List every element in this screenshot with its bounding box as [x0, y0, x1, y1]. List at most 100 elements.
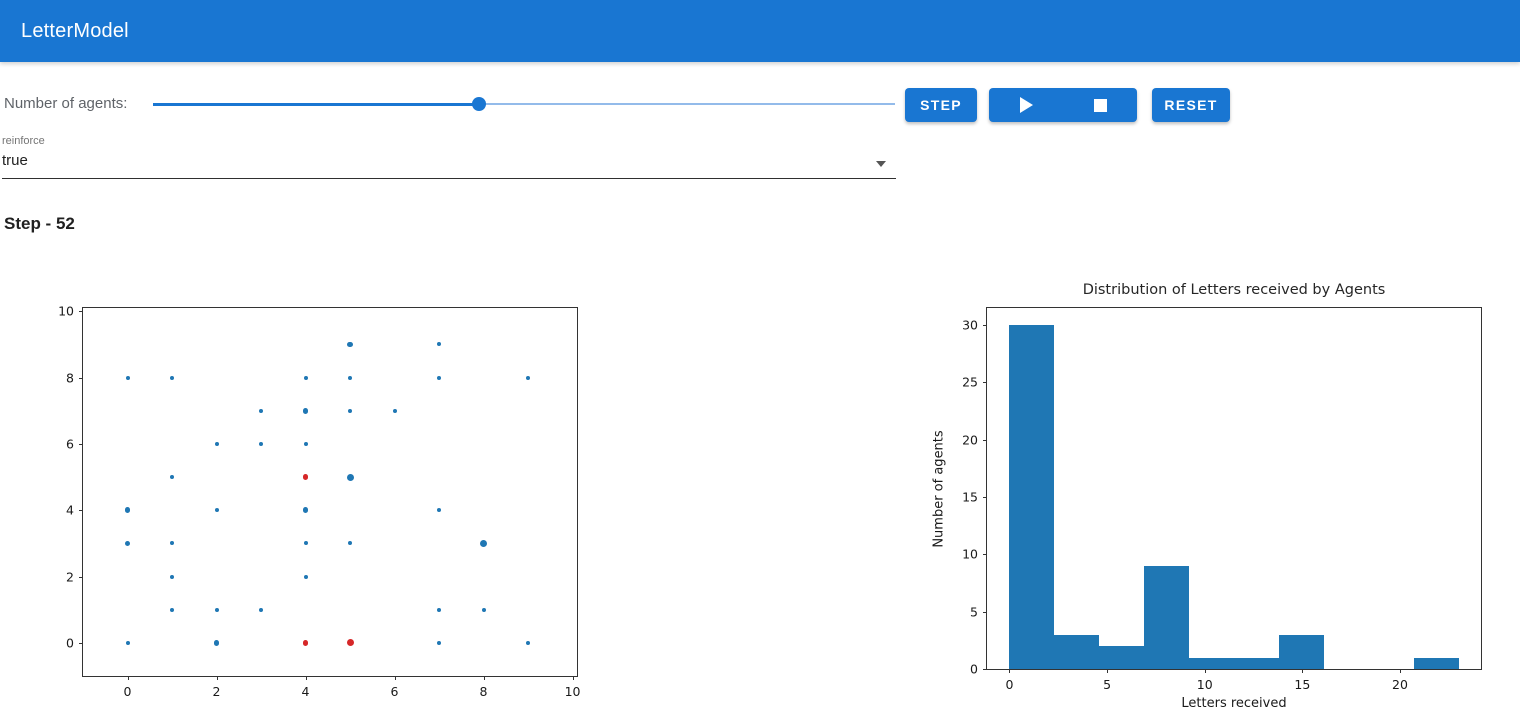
y-tick-mark	[79, 311, 83, 313]
scatter-point	[348, 408, 353, 413]
histogram-bar	[1413, 657, 1459, 669]
x-tick-mark	[1302, 669, 1304, 673]
x-tick-label: 15	[1294, 677, 1311, 692]
y-tick-mark	[983, 325, 987, 327]
scatter-point	[480, 539, 488, 547]
x-tick-mark	[1107, 669, 1109, 673]
scatter-point	[214, 607, 219, 612]
scatter-point	[348, 541, 353, 546]
histogram-title: Distribution of Letters received by Agen…	[1082, 282, 1386, 298]
scatter-point	[526, 640, 531, 645]
x-tick-label: 20	[1392, 677, 1408, 692]
agent-grid-scatter-chart: 0 2 4 6 8 10 0 2 4 6 8 10	[58, 304, 580, 699]
scatter-point	[437, 375, 442, 380]
scatter-point	[213, 640, 220, 646]
y-tick-label: 0	[66, 635, 74, 651]
play-stop-button-group	[989, 88, 1137, 122]
x-tick-label: 8	[479, 684, 488, 699]
x-tick-mark	[216, 676, 218, 680]
scatter-point	[170, 574, 174, 579]
x-tick-mark	[1204, 669, 1206, 673]
scatter-point	[346, 639, 354, 647]
x-tick-mark	[572, 676, 574, 680]
scatter-point	[214, 441, 219, 446]
y-tick-label: 8	[66, 370, 74, 386]
x-tick-label: 2	[212, 684, 221, 699]
x-tick-mark	[394, 676, 396, 680]
y-tick-label: 2	[66, 569, 74, 585]
scatter-point	[526, 375, 531, 380]
scatter-point	[347, 341, 353, 348]
y-tick-label: 5	[970, 604, 978, 620]
scatter-point	[302, 507, 309, 513]
agents-slider-label: Number of agents:	[4, 95, 128, 112]
scatter-point	[303, 441, 308, 446]
stop-button[interactable]	[1063, 88, 1137, 122]
reinforce-select-underline	[2, 178, 896, 179]
y-tick-mark	[983, 382, 987, 384]
y-tick-mark	[983, 611, 987, 613]
slider-thumb[interactable]	[472, 97, 487, 111]
scatter-point	[125, 640, 130, 645]
app-header: LetterModel	[0, 0, 1520, 62]
histogram-bar	[1009, 325, 1055, 669]
scatter-point	[437, 640, 442, 645]
y-tick-mark	[983, 439, 987, 441]
histogram-bar	[1054, 634, 1100, 669]
histogram-xlabel: Letters received	[1181, 696, 1287, 711]
scatter-point	[302, 474, 309, 480]
scatter-point	[348, 375, 353, 380]
scatter-point	[125, 375, 130, 380]
x-tick-label: 0	[1005, 677, 1014, 692]
x-tick-mark	[1399, 669, 1401, 673]
scatter-point	[259, 441, 264, 446]
scatter-point	[170, 475, 174, 480]
stop-icon	[1093, 98, 1107, 112]
agents-slider[interactable]	[153, 96, 895, 113]
y-tick-mark	[983, 497, 987, 499]
x-tick-label: 4	[301, 684, 310, 699]
y-tick-label: 0	[970, 661, 978, 677]
scatter-point	[437, 607, 442, 612]
scatter-point	[170, 375, 174, 380]
scatter-point	[170, 541, 174, 546]
x-tick-label: 10	[1196, 677, 1213, 692]
scatter-point	[437, 508, 442, 513]
scatter-point	[259, 607, 264, 612]
y-tick-mark	[79, 510, 83, 512]
x-tick-label: 6	[390, 684, 399, 699]
y-tick-label: 25	[962, 374, 978, 390]
x-tick-mark	[127, 676, 129, 680]
y-tick-label: 6	[66, 436, 74, 452]
reinforce-select-label: reinforce	[2, 135, 45, 147]
slider-track-filled[interactable]	[153, 103, 480, 106]
y-tick-label: 15	[962, 489, 978, 505]
y-tick-label: 10	[962, 546, 978, 562]
y-tick-mark	[79, 576, 83, 578]
scatter-point	[170, 607, 174, 612]
y-tick-label: 4	[66, 502, 74, 518]
scatter-point	[302, 640, 309, 646]
y-tick-label: 20	[962, 432, 978, 448]
app-title: LetterModel	[21, 19, 129, 42]
x-tick-mark	[305, 676, 307, 680]
play-button[interactable]	[989, 88, 1063, 122]
reset-button[interactable]: RESET	[1152, 88, 1230, 122]
x-tick-label: 5	[1103, 677, 1112, 692]
reinforce-select[interactable]: reinforce true	[2, 135, 896, 179]
scatter-point	[346, 473, 354, 481]
scatter-point	[303, 541, 308, 546]
step-button[interactable]: STEP	[905, 88, 977, 122]
y-tick-label: 10	[58, 303, 74, 319]
y-tick-mark	[983, 669, 987, 670]
slider-track-remaining[interactable]	[479, 103, 895, 105]
scatter-point	[437, 342, 442, 347]
reinforce-select-value: true	[2, 152, 28, 169]
histogram-bar	[1099, 646, 1145, 669]
x-tick-label: 10	[564, 684, 581, 699]
histogram-bar	[1144, 565, 1190, 669]
histogram-ylabel: Number of agents	[931, 429, 947, 548]
x-tick-label: 0	[123, 684, 132, 699]
histogram-plot-area: 0 5 10 15 20 0 5 10 15 20 25 30	[962, 307, 1482, 692]
scatter-plot-area: 0 2 4 6 8 10 0 2 4 6 8 10	[58, 304, 580, 699]
